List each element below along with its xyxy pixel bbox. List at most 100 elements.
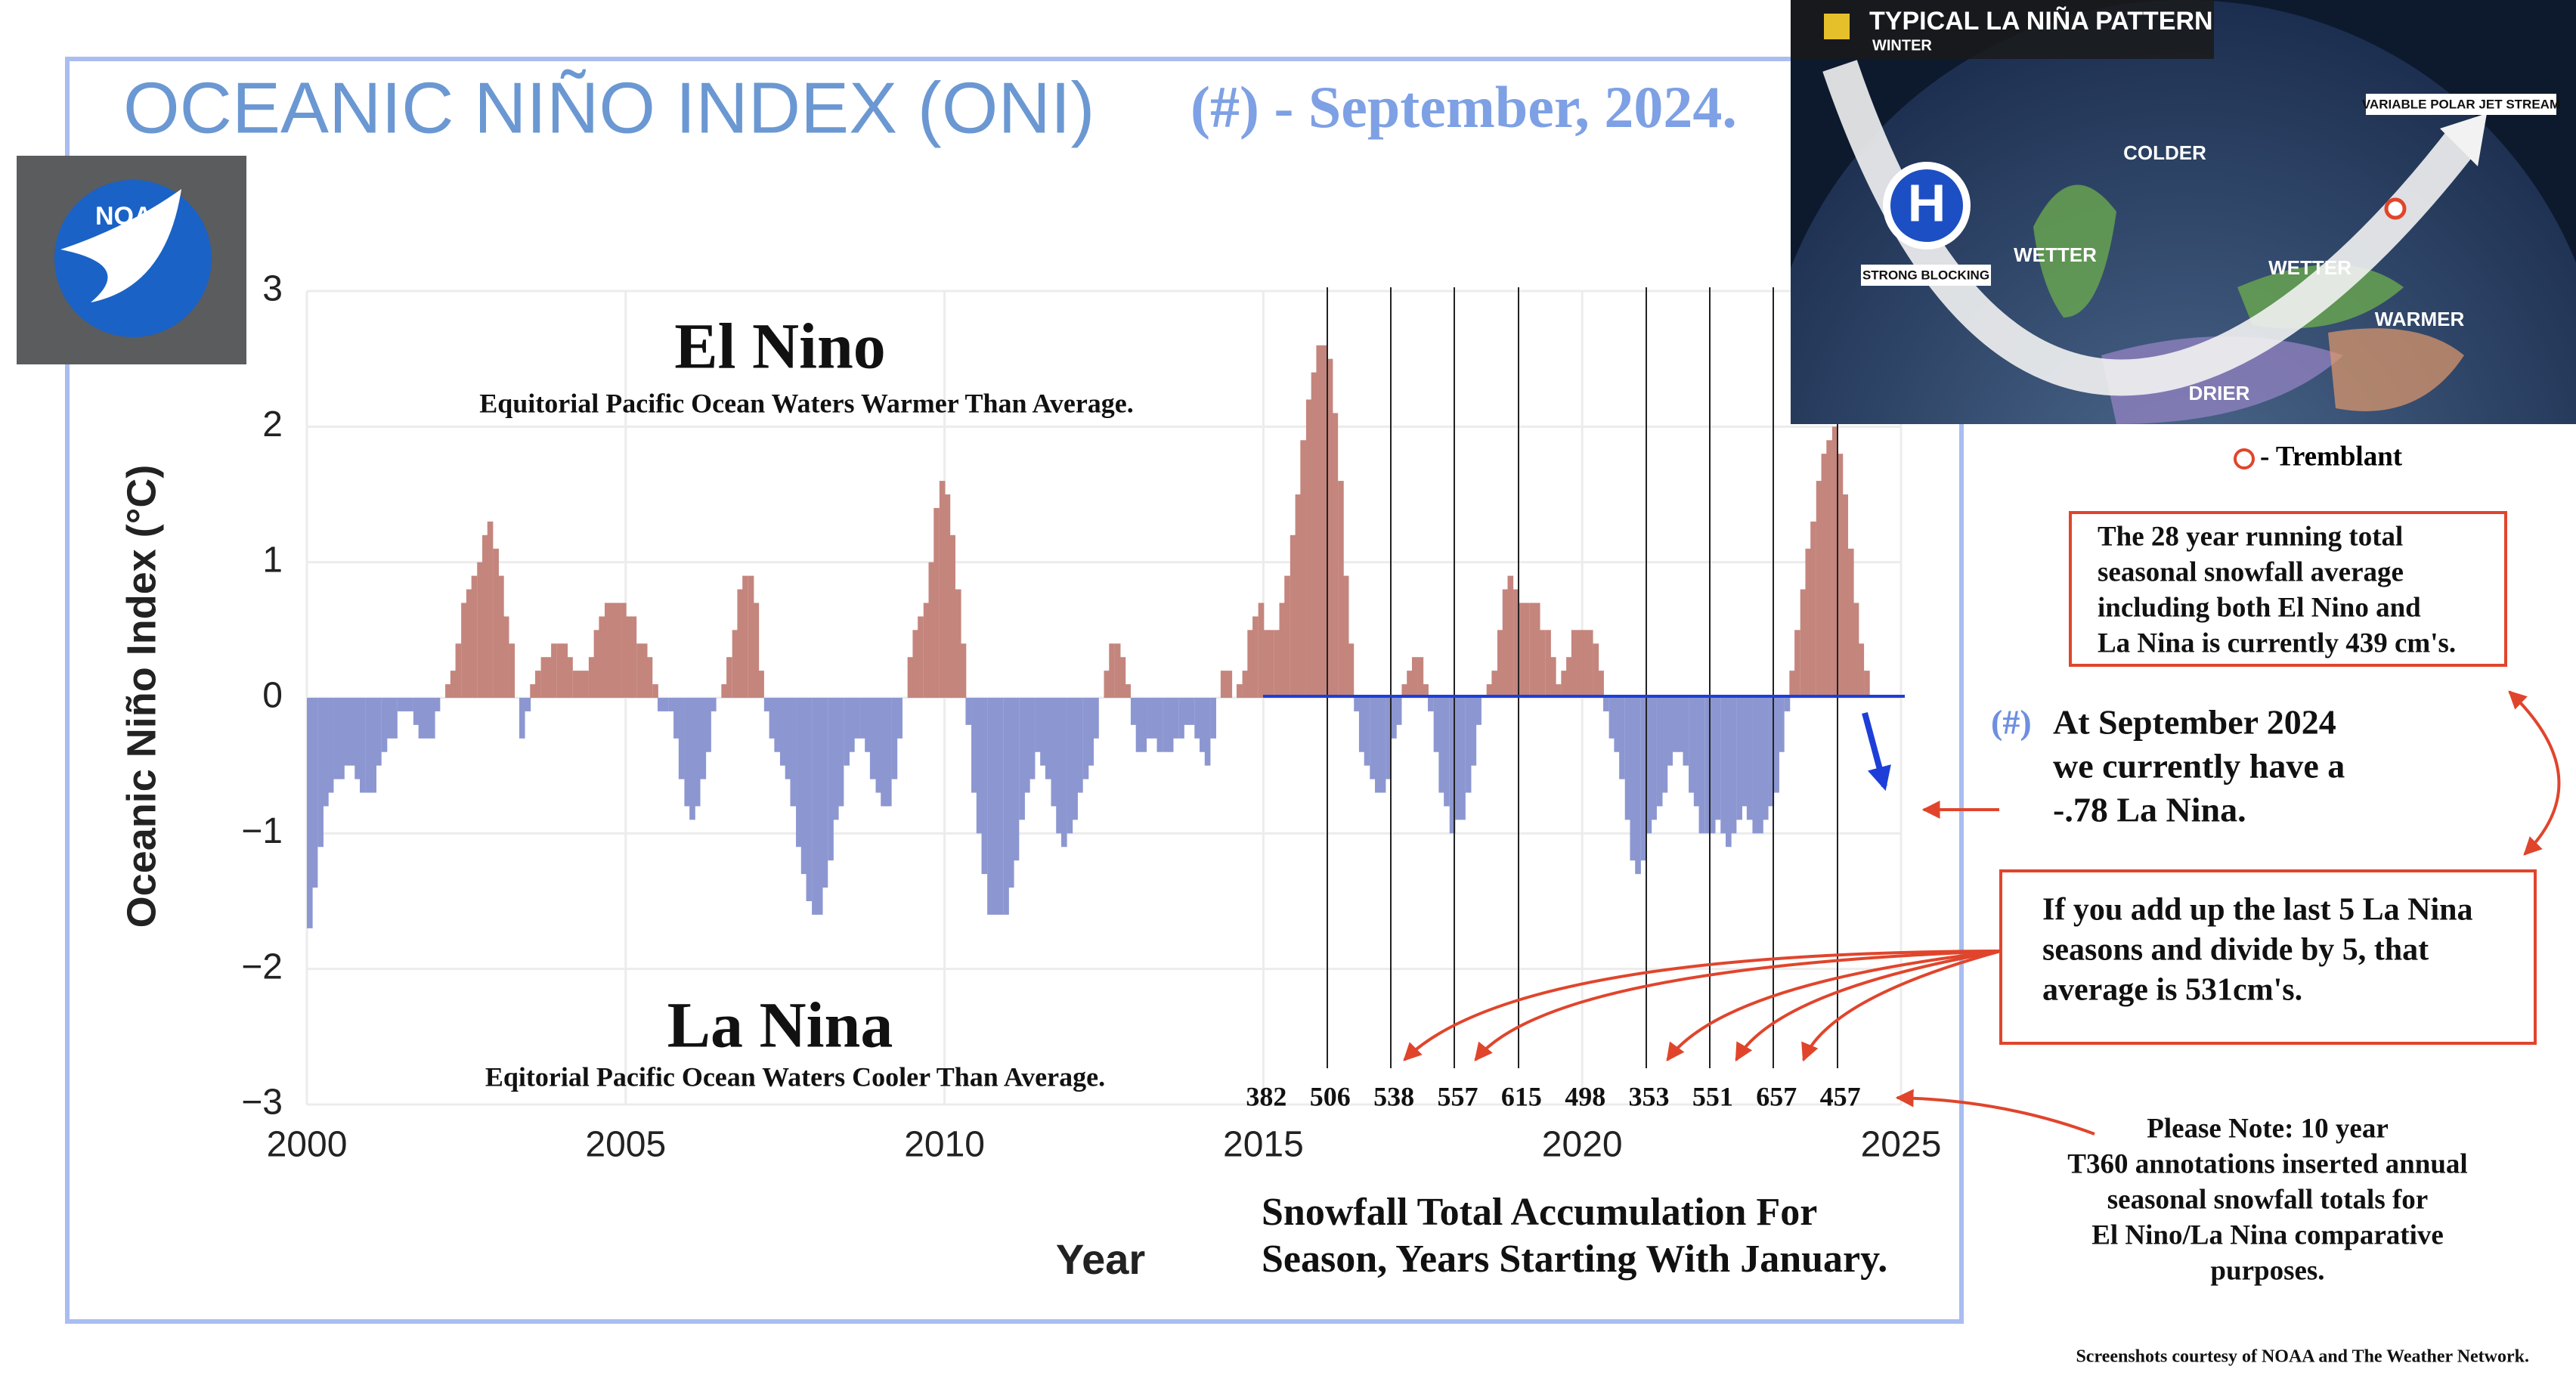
bar <box>343 698 350 766</box>
bar <box>705 698 711 752</box>
bar <box>1348 643 1355 698</box>
bar <box>498 575 504 698</box>
bar <box>1816 481 1822 698</box>
map-label: DRIER <box>2189 382 2250 404</box>
bar <box>918 616 924 698</box>
map-label: WETTER <box>2014 243 2097 266</box>
bar <box>1709 698 1716 834</box>
bar <box>1550 657 1556 698</box>
bar <box>562 643 568 698</box>
bar <box>758 671 764 698</box>
bar <box>1847 548 1854 698</box>
note-line: At September 2024 <box>2053 703 2336 742</box>
bar <box>487 521 494 698</box>
bar <box>678 698 685 779</box>
bar <box>376 698 382 766</box>
blue-arrow <box>1862 711 1891 792</box>
bar <box>540 657 547 698</box>
bar <box>1693 698 1700 807</box>
bar <box>407 698 413 711</box>
bar <box>822 698 828 888</box>
tremblant-label: - Tremblant <box>2260 441 2403 472</box>
bar <box>1582 630 1588 698</box>
note-line: average is 531cm's. <box>2042 973 2302 1008</box>
bar <box>796 698 802 847</box>
bar <box>1518 603 1525 698</box>
bar <box>392 698 398 739</box>
note-line: T360 annotations inserted annual <box>2067 1148 2467 1179</box>
map-label: WETTER <box>2268 256 2352 279</box>
bar <box>1279 603 1286 698</box>
bar <box>546 657 552 698</box>
bar <box>1470 698 1477 766</box>
bar <box>1156 698 1163 752</box>
bar <box>997 698 1004 915</box>
bar <box>933 507 940 698</box>
bar <box>1698 698 1705 834</box>
bar <box>1837 454 1844 698</box>
bar <box>323 698 329 807</box>
bar <box>1779 698 1785 752</box>
bar <box>1401 684 1408 698</box>
bar <box>1800 589 1807 698</box>
x-tick-label: 2025 <box>1861 1125 1942 1165</box>
bar <box>1226 671 1233 698</box>
bar <box>1497 630 1503 698</box>
bar <box>311 698 318 888</box>
bar <box>1258 603 1265 698</box>
bar <box>429 698 435 739</box>
bar <box>1853 603 1859 698</box>
bar <box>742 575 748 698</box>
bar <box>763 698 770 711</box>
bar <box>1566 657 1572 698</box>
map-label: H <box>1908 173 1946 232</box>
bar <box>1545 630 1551 698</box>
bar <box>1135 698 1142 752</box>
bar <box>949 534 955 698</box>
bar <box>1104 671 1110 698</box>
bar <box>1667 698 1673 766</box>
bar <box>694 698 701 807</box>
bar <box>1379 698 1386 793</box>
bar <box>875 698 882 793</box>
x-tick-label: 2010 <box>904 1125 985 1165</box>
bar <box>413 698 420 725</box>
bar <box>1210 698 1217 739</box>
bar <box>1183 698 1190 725</box>
bar <box>1603 698 1609 711</box>
bar <box>599 616 605 698</box>
bar <box>327 698 334 793</box>
bar <box>1661 698 1668 793</box>
bar <box>1646 698 1652 834</box>
bar <box>1683 698 1689 766</box>
bar <box>530 684 536 698</box>
x-tick-label: 2020 <box>1542 1125 1623 1165</box>
x-tick-label: 2005 <box>585 1125 666 1165</box>
bar <box>849 698 855 752</box>
bar <box>1188 698 1195 725</box>
bar <box>577 671 584 698</box>
bar <box>1475 698 1482 725</box>
bar <box>939 481 946 698</box>
bar <box>816 698 823 915</box>
bar <box>912 630 919 698</box>
bar <box>1730 698 1737 834</box>
logo-text: NOAA <box>95 202 171 231</box>
bar <box>519 698 525 739</box>
bar <box>1460 698 1466 820</box>
bar <box>1364 698 1370 766</box>
bar <box>1370 698 1376 779</box>
bar <box>1608 698 1615 739</box>
bar <box>604 603 611 698</box>
bar <box>1640 698 1647 861</box>
bar <box>365 698 372 793</box>
bar <box>1454 698 1461 820</box>
bar <box>1704 698 1711 834</box>
note-marker: (#) <box>1991 703 2032 742</box>
bar <box>853 698 860 739</box>
bar <box>1151 698 1158 739</box>
y-tick-label: 0 <box>262 676 283 716</box>
note-line: seasons and divide by 5, that <box>2042 933 2429 968</box>
bar <box>1040 698 1046 766</box>
